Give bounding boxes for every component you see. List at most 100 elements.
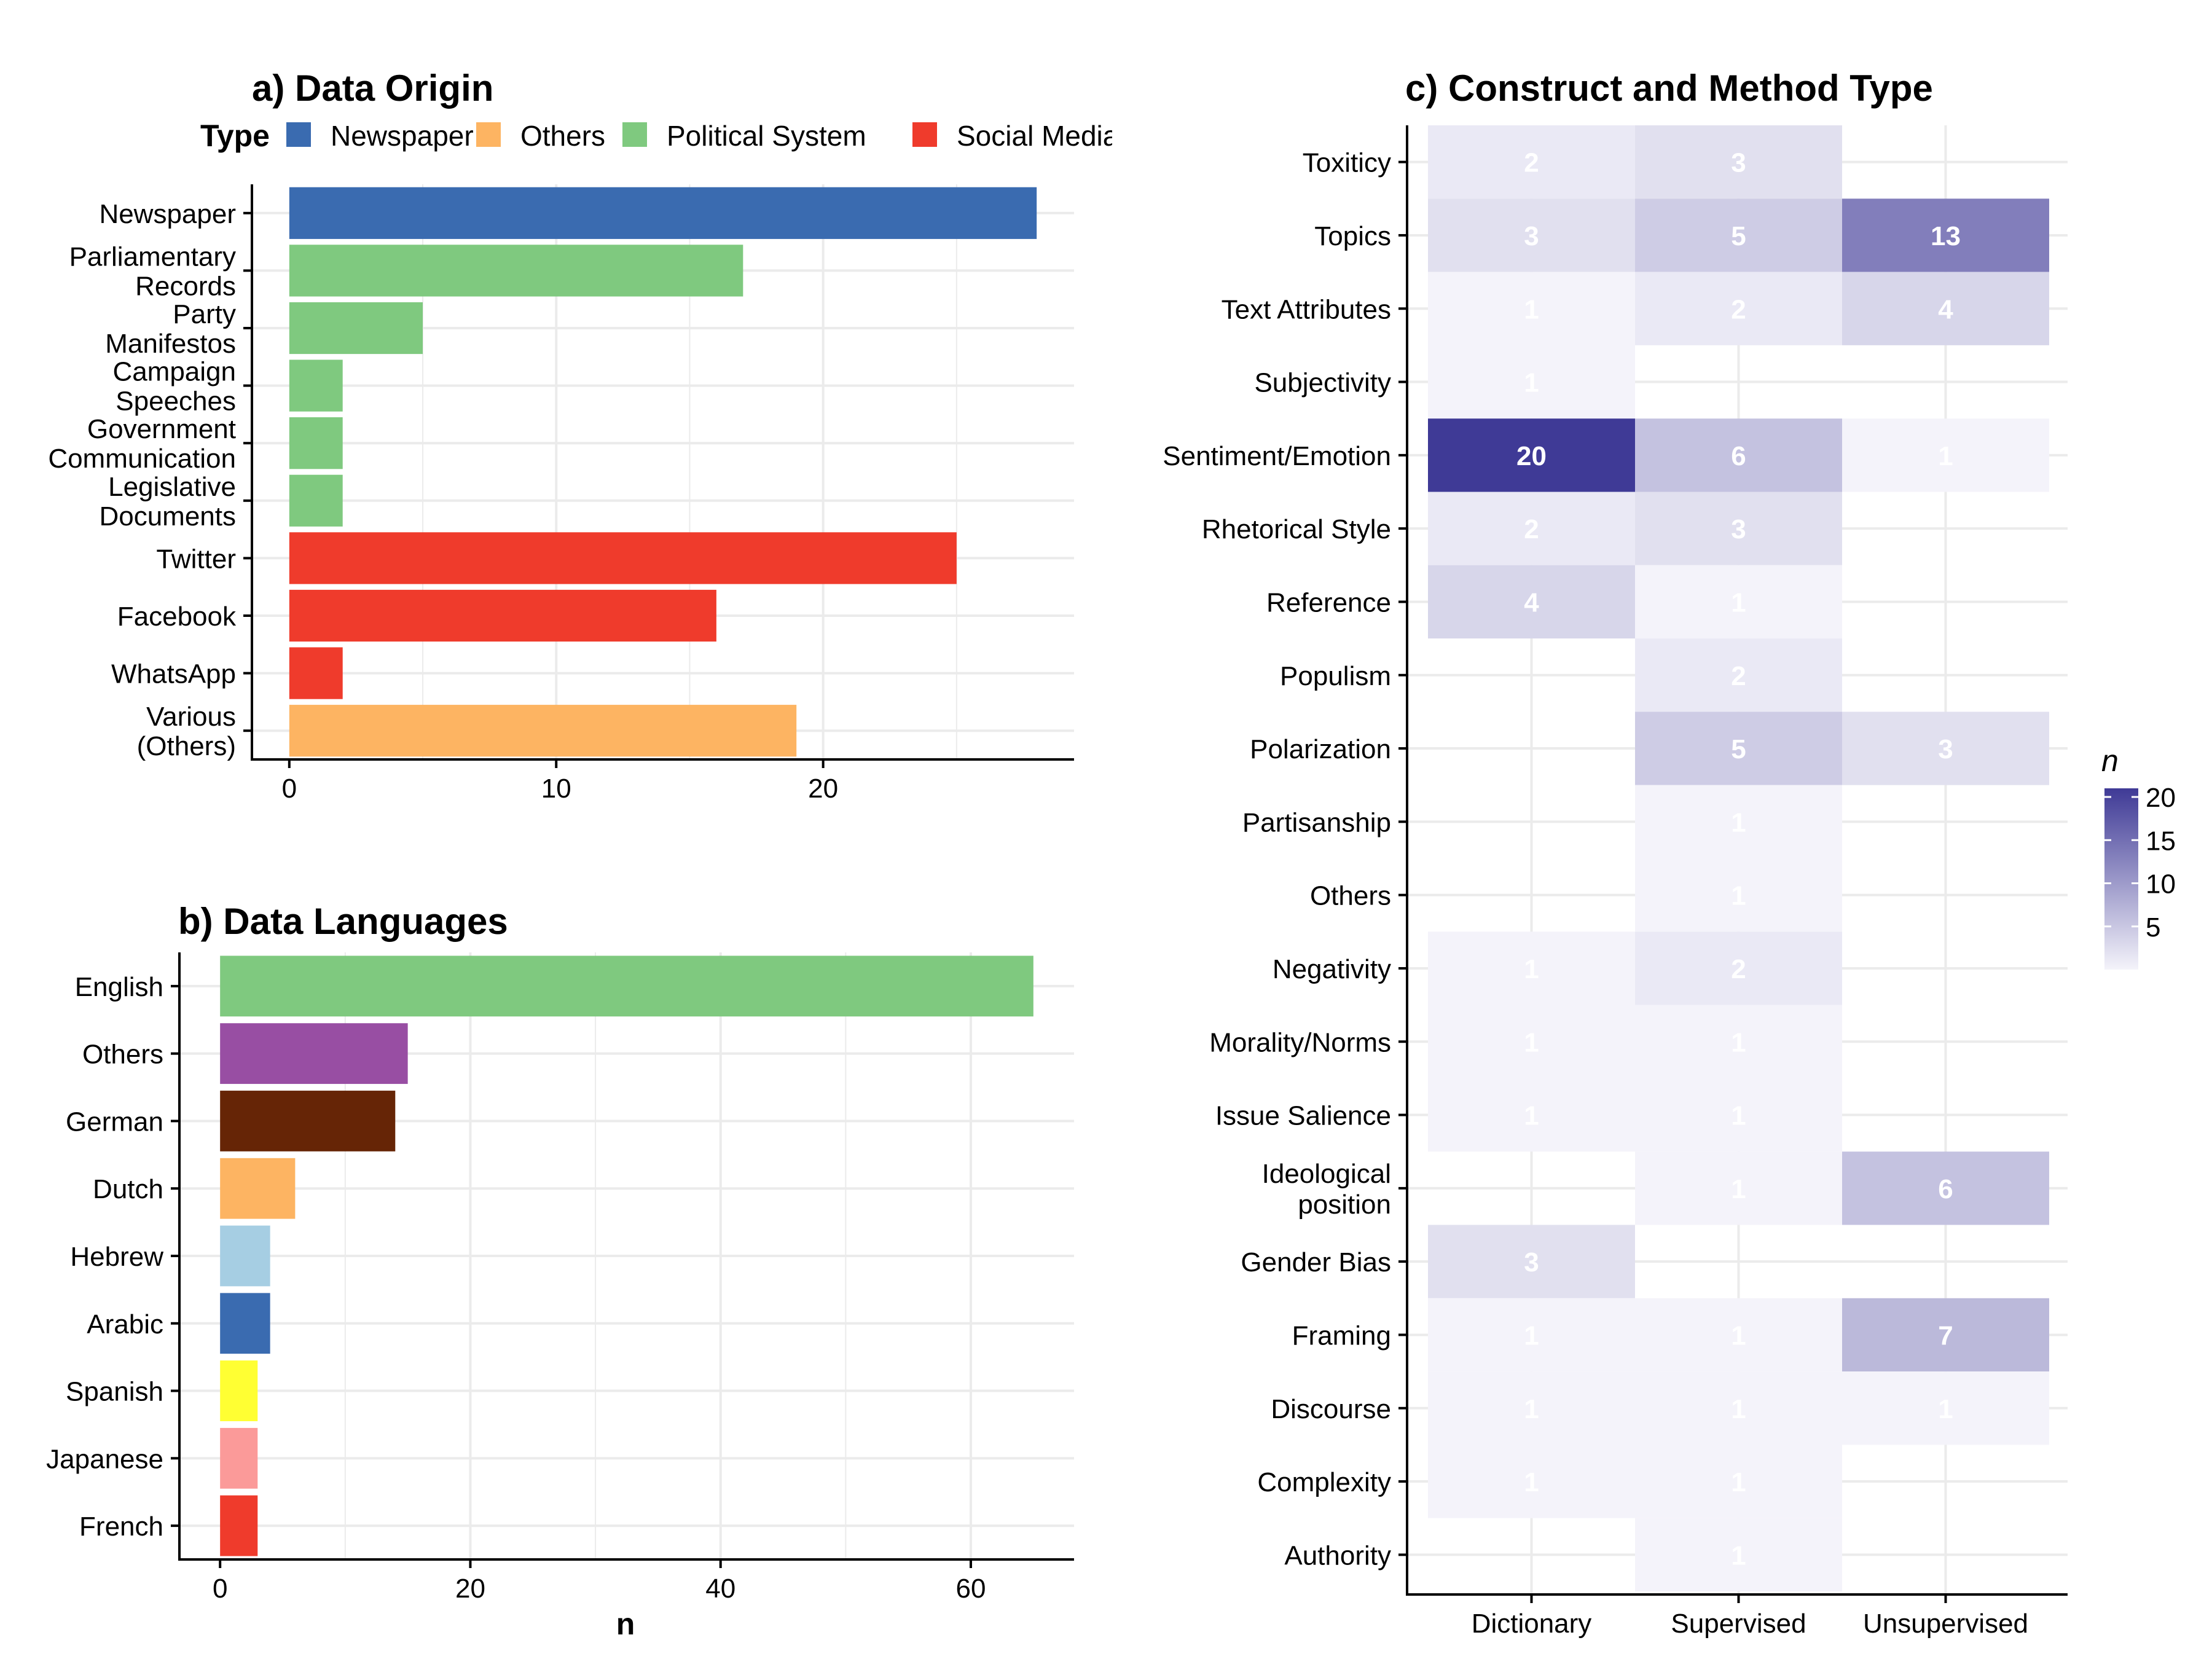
b-ytick-label-7: Japanese (46, 1444, 163, 1474)
heatmap-cell-label-17-2: 1 (1938, 1394, 1953, 1424)
c-ytick-label-6-0: Reference (1266, 587, 1391, 618)
bar-origin-8 (289, 647, 343, 699)
a-ytick-label-3-1: Speeches (116, 386, 236, 417)
a-ytick-label-1-0: Parliamentary (69, 241, 236, 272)
panel-c-cells (1428, 125, 2049, 1591)
panel-a-bars (289, 187, 1037, 757)
heatmap-cell-4-1 (1635, 418, 1842, 492)
heatmap-cell-17-1 (1635, 1371, 1842, 1445)
c-ytick-label-7-0: Populism (1280, 661, 1391, 691)
bar-language-5 (220, 1293, 270, 1354)
c-ytick-label-0-0: Toxiticy (1303, 148, 1391, 178)
heatmap-cell-18-0 (1428, 1445, 1635, 1518)
heatmap-cell-label-12-1: 1 (1731, 1027, 1746, 1057)
bar-language-4 (220, 1225, 270, 1287)
a-xtick-label-1: 10 (541, 774, 571, 804)
legend-label-2: Political System (667, 120, 866, 152)
heatmap-cell-label-0-1: 3 (1731, 148, 1746, 178)
heatmap-cell-4-0 (1428, 418, 1635, 492)
panel-a-legend: Newspaper Others Political System Social Me… (286, 120, 1112, 152)
heatmap-cell-label-12-0: 1 (1524, 1027, 1539, 1057)
bar-origin-1 (289, 245, 743, 297)
bar-language-7 (220, 1427, 258, 1489)
heatmap-cell-label-17-0: 1 (1524, 1394, 1539, 1424)
heatmap-cell-2-0 (1428, 272, 1635, 345)
b-xtick-label-2: 40 (705, 1574, 735, 1604)
heatmap-cell-label-16-0: 1 (1524, 1320, 1539, 1351)
b-ytick-label-3: Dutch (93, 1174, 163, 1204)
a-ytick-label-8-0: WhatsApp (111, 659, 236, 689)
b-ytick-label-4: Hebrew (70, 1242, 163, 1272)
a-ytick-label-6-0: Twitter (156, 544, 236, 574)
panel-c-x-ticks: Dictionary Supervised Unsupervised (1472, 1594, 2028, 1639)
legend-key-1 (476, 122, 501, 147)
heatmap-cell-1-2 (1842, 198, 2049, 272)
a-ytick-label-4-1: Communication (48, 444, 236, 474)
heatmap-cell-0-1 (1635, 125, 1842, 199)
panel-c-title: c) Construct and Method Type (1405, 68, 1933, 109)
bar-origin-5 (289, 474, 343, 527)
panel-b-bars (220, 955, 1033, 1556)
panel-a-legend-title: Type (200, 119, 270, 153)
heatmap-cell-16-1 (1635, 1298, 1842, 1372)
c-ytick-label-1-0: Topics (1314, 221, 1391, 251)
heatmap-cell-17-0 (1428, 1371, 1635, 1445)
bar-origin-3 (289, 359, 343, 412)
b-ytick-label-0: English (75, 972, 163, 1002)
panel-b-title: b) Data Languages (178, 901, 508, 942)
c-legend-tick-label-0: 5 (2146, 912, 2160, 943)
c-legend-tick-label-3: 20 (2146, 783, 2176, 813)
heatmap-cell-label-1-1: 5 (1731, 221, 1746, 251)
heatmap-cell-label-8-1: 5 (1731, 734, 1746, 764)
heatmap-cell-label-8-2: 3 (1938, 734, 1953, 764)
panel-a-axes (251, 184, 1074, 761)
c-ytick-label-13-0: Issue Salience (1215, 1101, 1391, 1131)
b-xtick-label-0: 0 (213, 1574, 227, 1604)
panel-data-languages: b) Data Languages 0 20 40 60 English Others G… (46, 901, 1074, 1641)
legend-label-0: Newspaper (331, 120, 474, 152)
c-legend-tick-label-1: 10 (2146, 869, 2176, 900)
heatmap-cell-11-1 (1635, 931, 1842, 1005)
legend-key-0 (286, 122, 311, 147)
c-ytick-label-4-0: Sentiment/Emotion (1163, 441, 1391, 471)
heatmap-cell-17-2 (1842, 1371, 2049, 1445)
bar-language-6 (220, 1360, 258, 1421)
c-ytick-label-9-0: Partisanship (1242, 807, 1391, 837)
heatmap-cell-label-0-0: 2 (1524, 148, 1539, 178)
c-ytick-label-15-0: Gender Bias (1241, 1247, 1391, 1277)
c-xtick-label-2: Unsupervised (1863, 1609, 2028, 1639)
heatmap-cell-19-1 (1635, 1518, 1842, 1591)
panel-c-legend-ticks: 5 10 15 20 (2104, 783, 2176, 943)
heatmap-cell-2-1 (1635, 272, 1842, 345)
panel-c-colorbar (2104, 788, 2138, 970)
panel-a-title: a) Data Origin (252, 68, 493, 109)
heatmap-cell-label-19-1: 1 (1731, 1540, 1746, 1571)
c-xtick-label-0: Dictionary (1472, 1609, 1592, 1639)
bar-origin-6 (289, 532, 957, 584)
a-ytick-label-7-0: Facebook (117, 602, 237, 632)
heatmap-cell-label-15-0: 3 (1524, 1247, 1539, 1277)
heatmap-cell-label-4-1: 6 (1731, 441, 1746, 471)
panel-construct-method: c) Construct and Method Type 2 33 5 131 2 412… (1163, 68, 2176, 1639)
heatmap-cell-8-1 (1635, 712, 1842, 785)
c-ytick-label-5-0: Rhetorical Style (1202, 514, 1391, 544)
c-ytick-label-19-0: Authority (1284, 1540, 1391, 1571)
heatmap-cell-3-0 (1428, 345, 1635, 419)
panel-c-y-ticks: Toxiticy Topics Text Attributes Subjectivit… (1163, 148, 1407, 1571)
heatmap-cell-label-2-2: 4 (1938, 294, 1953, 324)
heatmap-cell-label-18-0: 1 (1524, 1467, 1539, 1497)
heatmap-cell-0-0 (1428, 125, 1635, 199)
heatmap-cell-6-0 (1428, 565, 1635, 639)
heatmap-cell-6-1 (1635, 565, 1842, 639)
heatmap-cell-11-0 (1428, 931, 1635, 1005)
bar-origin-2 (289, 302, 423, 355)
heatmap-cell-5-0 (1428, 492, 1635, 565)
a-ytick-label-5-1: Documents (99, 501, 236, 531)
heatmap-cell-label-10-1: 1 (1731, 881, 1746, 911)
panel-b-x-axis-title: n (616, 1607, 635, 1641)
c-ytick-label-10-0: Others (1310, 881, 1391, 911)
panel-b-x-ticks: 0 20 40 60 (213, 1559, 986, 1604)
heatmap-cell-label-18-1: 1 (1731, 1467, 1746, 1497)
panel-c-legend-title: n (2101, 743, 2119, 778)
